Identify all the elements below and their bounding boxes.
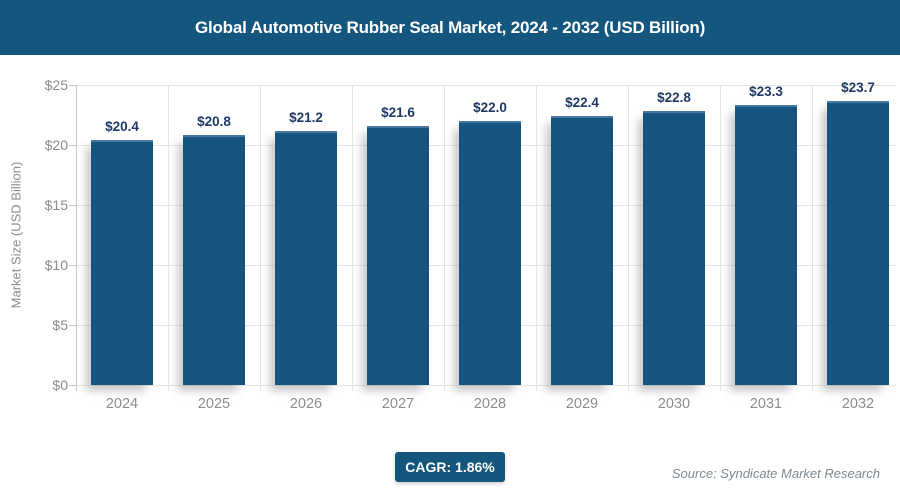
x-tick-label: 2025: [197, 396, 231, 412]
y-axis-tick: [69, 265, 76, 266]
y-gridline: [76, 385, 896, 386]
bar-2027: [367, 125, 429, 385]
chart-title: Global Automotive Rubber Seal Market, 20…: [194, 17, 706, 37]
bar-value-label: $23.3: [749, 84, 783, 100]
bar-value-label: $20.4: [105, 119, 139, 135]
x-tick-label: 2029: [565, 396, 599, 412]
x-gridline: [812, 85, 813, 391]
x-gridline: [720, 85, 721, 391]
bar-value-label: $22.4: [565, 95, 599, 111]
source-text: Source: Syndicate Market Research: [671, 466, 880, 481]
bar-2032: [827, 100, 889, 385]
y-gridline: [76, 85, 896, 86]
x-tick-label: 2024: [105, 396, 139, 412]
y-tick-label: $10: [44, 257, 68, 273]
bar-value-label: $22.0: [473, 100, 507, 115]
x-tick-label: 2027: [381, 396, 415, 412]
x-tick-label: 2031: [749, 396, 783, 412]
bar-2028: [459, 121, 521, 385]
y-axis-line: [76, 85, 77, 391]
chart-title-bar: Global Automotive Rubber Seal Market, 20…: [0, 0, 900, 55]
y-axis-tick: [69, 85, 76, 86]
x-gridline: [444, 85, 445, 391]
y-tick-label: $25: [44, 77, 68, 93]
x-tick-label: 2028: [473, 396, 507, 412]
cagr-badge: CAGR: 1.86%: [395, 452, 505, 482]
y-axis-tick: [69, 385, 76, 386]
x-gridline: [168, 85, 169, 391]
x-gridline: [628, 85, 629, 391]
y-tick-label: $5: [52, 317, 68, 333]
x-tick-label: 2032: [841, 396, 875, 412]
y-axis-tick: [69, 205, 76, 206]
bar-value-label: $20.8: [197, 114, 231, 130]
bar-2031: [735, 105, 797, 385]
bar-2029: [551, 116, 613, 385]
x-gridline: [536, 85, 537, 391]
x-tick-label: 2030: [657, 396, 691, 412]
y-tick-label: $20: [44, 137, 68, 153]
bar-value-label: $21.6: [381, 104, 415, 120]
bar-2030: [643, 111, 705, 385]
y-tick-label: $15: [44, 197, 68, 213]
y-axis-tick: [69, 325, 76, 326]
bar-2026: [275, 130, 337, 385]
bar-value-label: $21.2: [289, 109, 323, 125]
y-axis-title: Market Size (USD Billion): [8, 161, 24, 309]
bar-2025: [183, 135, 245, 385]
bar-2024: [91, 140, 153, 385]
y-tick-label: $0: [52, 377, 68, 393]
bar-value-label: $22.8: [657, 90, 691, 106]
x-tick-label: 2026: [289, 396, 323, 412]
x-gridline: [260, 85, 261, 391]
bar-value-label: $23.7: [841, 79, 875, 95]
y-axis-tick: [69, 145, 76, 146]
x-gridline: [352, 85, 353, 391]
